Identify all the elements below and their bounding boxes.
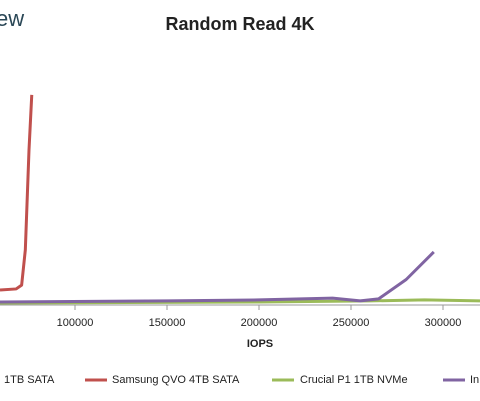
brand: ew [0,6,24,31]
x-tick-label: 250000 [333,317,370,329]
legend-label: Crucial P1 1TB NVMe [300,374,408,386]
x-tick-label: 150000 [149,317,186,329]
series-line [0,250,435,304]
legend-label: In [470,374,479,386]
chart-title: Random Read 4K [165,14,314,34]
x-axis-label: IOPS [247,338,273,350]
legend-label: 1TB SATA [4,374,55,386]
x-tick-label: 100000 [57,317,94,329]
legend-label: Samsung QVO 4TB SATA [112,374,240,386]
series-line [0,94,34,292]
x-tick-label: 200000 [241,317,278,329]
x-tick-label: 300000 [425,317,462,329]
